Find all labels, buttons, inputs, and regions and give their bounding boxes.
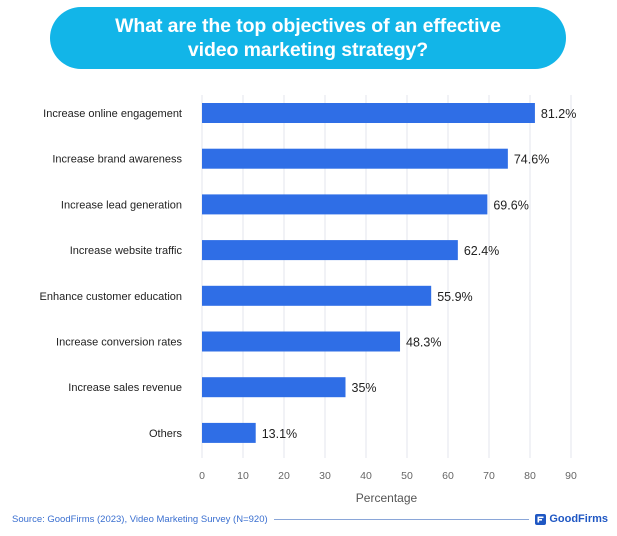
value-label: 69.6% (493, 198, 528, 212)
chart-title: What are the top objectives of an effect… (115, 15, 501, 61)
value-label: 55.9% (437, 290, 472, 304)
bar (202, 148, 508, 169)
category-label: Increase lead generation (61, 199, 182, 211)
bar (202, 103, 535, 123)
chart-title-banner: What are the top objectives of an effect… (50, 7, 566, 69)
value-label: 35% (352, 381, 377, 395)
category-label: Increase website traffic (70, 245, 183, 257)
category-label: Increase conversion rates (56, 337, 182, 349)
x-tick-label: 60 (442, 470, 454, 482)
bar (202, 285, 432, 306)
x-tick-label: 90 (565, 470, 577, 482)
value-label: 74.6% (514, 153, 549, 167)
bar (202, 422, 256, 443)
x-axis-title: Percentage (356, 491, 418, 505)
value-label: 62.4% (464, 244, 499, 258)
x-tick-label: 50 (401, 470, 413, 482)
category-label: Increase brand awareness (52, 154, 182, 166)
footer-divider (273, 518, 530, 520)
brand-logo: GoodFirms (535, 513, 608, 525)
x-tick-label: 80 (524, 470, 536, 482)
category-label: Others (149, 428, 183, 440)
bar (202, 331, 401, 352)
value-label: 81.2% (541, 107, 576, 121)
category-label: Increase online engagement (43, 108, 182, 120)
x-tick-label: 70 (483, 470, 495, 482)
category-label: Enhance customer education (40, 291, 182, 303)
x-tick-label: 0 (199, 470, 205, 482)
footer: Source: GoodFirms (2023), Video Marketin… (12, 511, 608, 527)
value-label: 48.3% (406, 336, 441, 350)
brand-name: GoodFirms (549, 513, 608, 525)
bar-chart: 0 10 20 30 40 50 60 70 80 90 Percentage Increase on… (40, 95, 577, 505)
bar (202, 377, 346, 398)
x-tick-label: 30 (319, 470, 331, 482)
bar (202, 194, 488, 215)
value-label: 13.1% (262, 427, 297, 441)
x-tick-label: 40 (360, 470, 372, 482)
bar (202, 240, 458, 261)
category-label: Increase sales revenue (68, 382, 182, 394)
goodfirms-logo-icon (535, 513, 547, 525)
x-tick-label: 20 (278, 470, 290, 482)
x-tick-label: 10 (237, 470, 249, 482)
source-note: Source: GoodFirms (2023), Video Marketin… (12, 513, 268, 525)
